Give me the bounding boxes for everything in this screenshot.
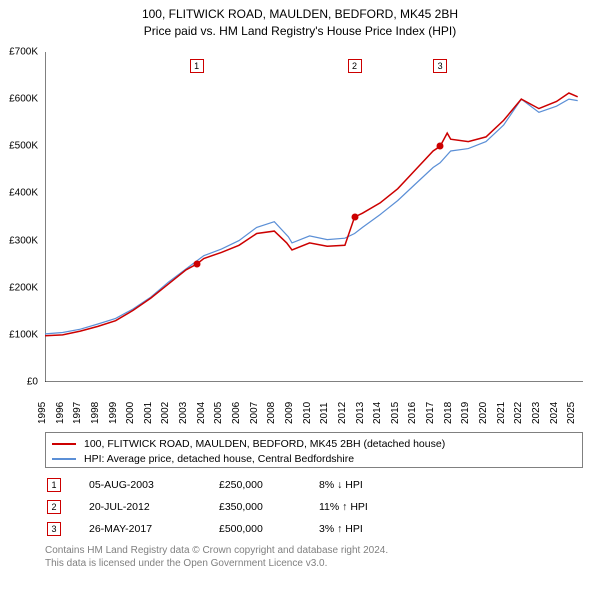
chart-event-marker: 3 — [433, 59, 447, 73]
event-marker: 2 — [47, 500, 61, 514]
legend-label: 100, FLITWICK ROAD, MAULDEN, BEDFORD, MK… — [84, 438, 445, 450]
event-table: 1 05-AUG-2003£250,0008% ↓ HPI 2 20-JUL-2012… — [45, 474, 583, 540]
chart-event-marker: 2 — [348, 59, 362, 73]
chart-container: 100, FLITWICK ROAD, MAULDEN, BEDFORD, MK… — [0, 0, 600, 590]
x-tick-label: 2020 — [478, 402, 489, 424]
x-tick-label: 2007 — [249, 402, 260, 424]
x-tick-label: 2025 — [566, 402, 577, 424]
event-marker: 1 — [47, 478, 61, 492]
legend-swatch — [52, 458, 76, 460]
x-tick-label: 1995 — [37, 402, 48, 424]
event-price: £250,000 — [219, 479, 319, 491]
legend-item: 100, FLITWICK ROAD, MAULDEN, BEDFORD, MK… — [52, 436, 576, 451]
legend-swatch — [52, 443, 76, 445]
event-price: £350,000 — [219, 501, 319, 513]
x-tick-label: 2009 — [284, 402, 295, 424]
y-tick-label: £100K — [9, 329, 38, 340]
x-tick-label: 1996 — [55, 402, 66, 424]
y-tick-label: £400K — [9, 188, 38, 199]
chart-event-point — [437, 143, 444, 150]
chart-overlay: 1 2 3 — [45, 52, 583, 382]
x-tick-label: 1997 — [72, 402, 83, 424]
x-tick-label: 2015 — [390, 402, 401, 424]
x-tick-label: 2014 — [372, 402, 383, 424]
x-tick-label: 2013 — [355, 402, 366, 424]
y-tick-label: £300K — [9, 235, 38, 246]
x-tick-label: 2001 — [143, 402, 154, 424]
x-tick-label: 2021 — [496, 402, 507, 424]
legend-item: HPI: Average price, detached house, Cent… — [52, 451, 576, 466]
y-tick-label: £0 — [27, 377, 38, 388]
x-tick-label: 2022 — [513, 402, 524, 424]
event-marker: 3 — [47, 522, 61, 536]
event-delta: 8% ↓ HPI — [319, 479, 499, 491]
x-tick-label: 2023 — [531, 402, 542, 424]
footer-line1: Contains HM Land Registry data © Crown c… — [45, 544, 583, 557]
title-block: 100, FLITWICK ROAD, MAULDEN, BEDFORD, MK… — [0, 0, 600, 40]
x-tick-label: 2019 — [460, 402, 471, 424]
x-tick-label: 2017 — [425, 402, 436, 424]
y-axis: £0£100K£200K£300K£400K£500K£600K£700K — [0, 52, 40, 382]
x-tick-label: 2010 — [302, 402, 313, 424]
chart-area: £0£100K£200K£300K£400K£500K£600K£700K 19… — [45, 52, 583, 382]
y-tick-label: £500K — [9, 141, 38, 152]
footer-line2: This data is licensed under the Open Gov… — [45, 557, 583, 570]
x-tick-label: 2006 — [231, 402, 242, 424]
x-tick-label: 2003 — [178, 402, 189, 424]
event-row: 1 05-AUG-2003£250,0008% ↓ HPI — [45, 474, 583, 496]
x-axis: 1995199619971998199920002001200220032004… — [45, 382, 583, 424]
event-date: 05-AUG-2003 — [89, 479, 219, 491]
chart-event-point — [193, 261, 200, 268]
legend: 100, FLITWICK ROAD, MAULDEN, BEDFORD, MK… — [45, 432, 583, 468]
x-tick-label: 2018 — [443, 402, 454, 424]
x-tick-label: 2011 — [319, 402, 330, 424]
x-tick-label: 2000 — [125, 402, 136, 424]
y-tick-label: £700K — [9, 47, 38, 58]
x-tick-label: 2012 — [337, 402, 348, 424]
chart-event-marker: 1 — [190, 59, 204, 73]
x-tick-label: 2016 — [407, 402, 418, 424]
event-date: 20-JUL-2012 — [89, 501, 219, 513]
x-tick-label: 1998 — [90, 402, 101, 424]
x-tick-label: 2004 — [196, 402, 207, 424]
x-tick-label: 2002 — [160, 402, 171, 424]
x-tick-label: 1999 — [108, 402, 119, 424]
title-address: 100, FLITWICK ROAD, MAULDEN, BEDFORD, MK… — [0, 6, 600, 23]
event-row: 2 20-JUL-2012£350,00011% ↑ HPI — [45, 496, 583, 518]
event-price: £500,000 — [219, 523, 319, 535]
x-tick-label: 2008 — [266, 402, 277, 424]
y-tick-label: £600K — [9, 94, 38, 105]
y-tick-label: £200K — [9, 282, 38, 293]
title-subtitle: Price paid vs. HM Land Registry's House … — [0, 23, 600, 40]
event-date: 26-MAY-2017 — [89, 523, 219, 535]
footer: Contains HM Land Registry data © Crown c… — [45, 544, 583, 570]
x-tick-label: 2024 — [549, 402, 560, 424]
event-delta: 11% ↑ HPI — [319, 501, 499, 513]
event-row: 3 26-MAY-2017£500,0003% ↑ HPI — [45, 518, 583, 540]
legend-label: HPI: Average price, detached house, Cent… — [84, 453, 354, 465]
chart-event-point — [351, 214, 358, 221]
event-delta: 3% ↑ HPI — [319, 523, 499, 535]
x-tick-label: 2005 — [213, 402, 224, 424]
